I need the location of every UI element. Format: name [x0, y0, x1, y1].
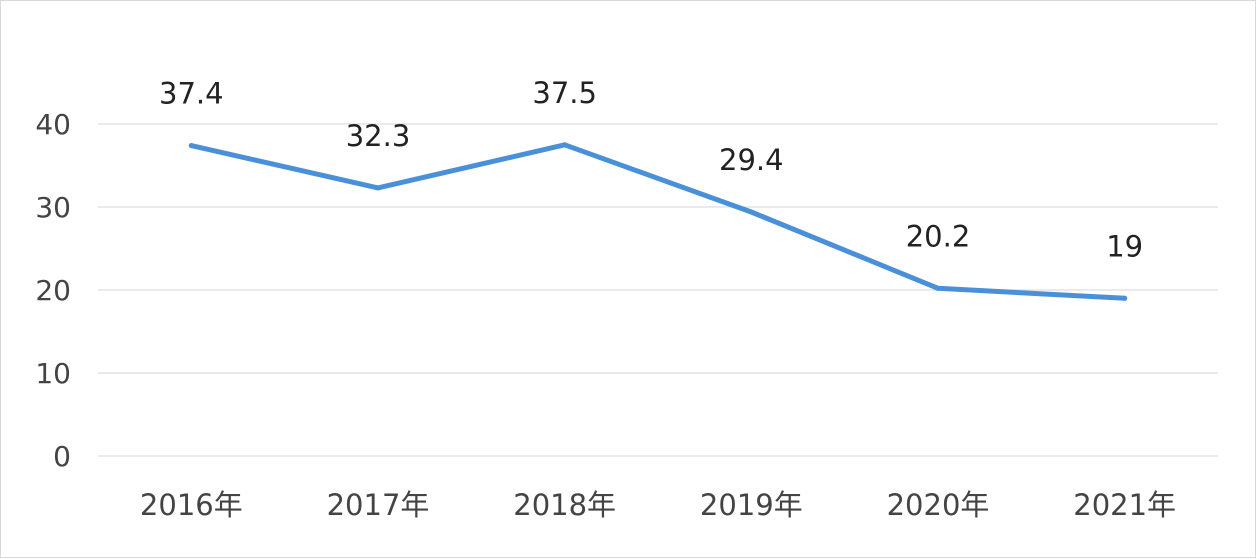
series-line-group [188, 142, 1128, 301]
data-label: 32.3 [346, 119, 411, 153]
x-tick-label: 2019年 [700, 488, 803, 522]
series-line [188, 142, 1128, 301]
x-tick-label: 2016年 [140, 488, 243, 522]
data-label: 20.2 [906, 219, 971, 253]
data-label: 29.4 [719, 143, 784, 177]
x-axis-tick-labels: 2016年 2017年 2018年 2019年 2020年 2021年 [140, 488, 1176, 522]
data-point [188, 143, 194, 149]
y-tick-label: 20 [35, 274, 71, 307]
data-point [562, 142, 568, 148]
data-label: 37.4 [159, 77, 224, 111]
y-tick-label: 30 [35, 191, 71, 224]
x-tick-label: 2017年 [327, 488, 430, 522]
y-tick-label: 10 [35, 357, 71, 390]
grid-lines [98, 123, 1218, 457]
data-label-group: 37.4 32.3 37.5 29.4 20.2 19 [159, 76, 1143, 264]
data-label: 19 [1106, 229, 1143, 263]
data-point [1122, 295, 1128, 301]
x-tick-label: 2021年 [1073, 488, 1176, 522]
data-point [748, 209, 754, 215]
y-tick-label: 0 [53, 440, 71, 473]
data-point [935, 285, 941, 291]
x-tick-label: 2018年 [513, 488, 616, 522]
y-axis-tick-labels: 0 10 20 30 40 [35, 108, 71, 473]
y-tick-label: 40 [35, 108, 71, 141]
x-tick-label: 2020年 [887, 488, 990, 522]
data-point [375, 185, 381, 191]
data-label: 37.5 [532, 76, 597, 110]
